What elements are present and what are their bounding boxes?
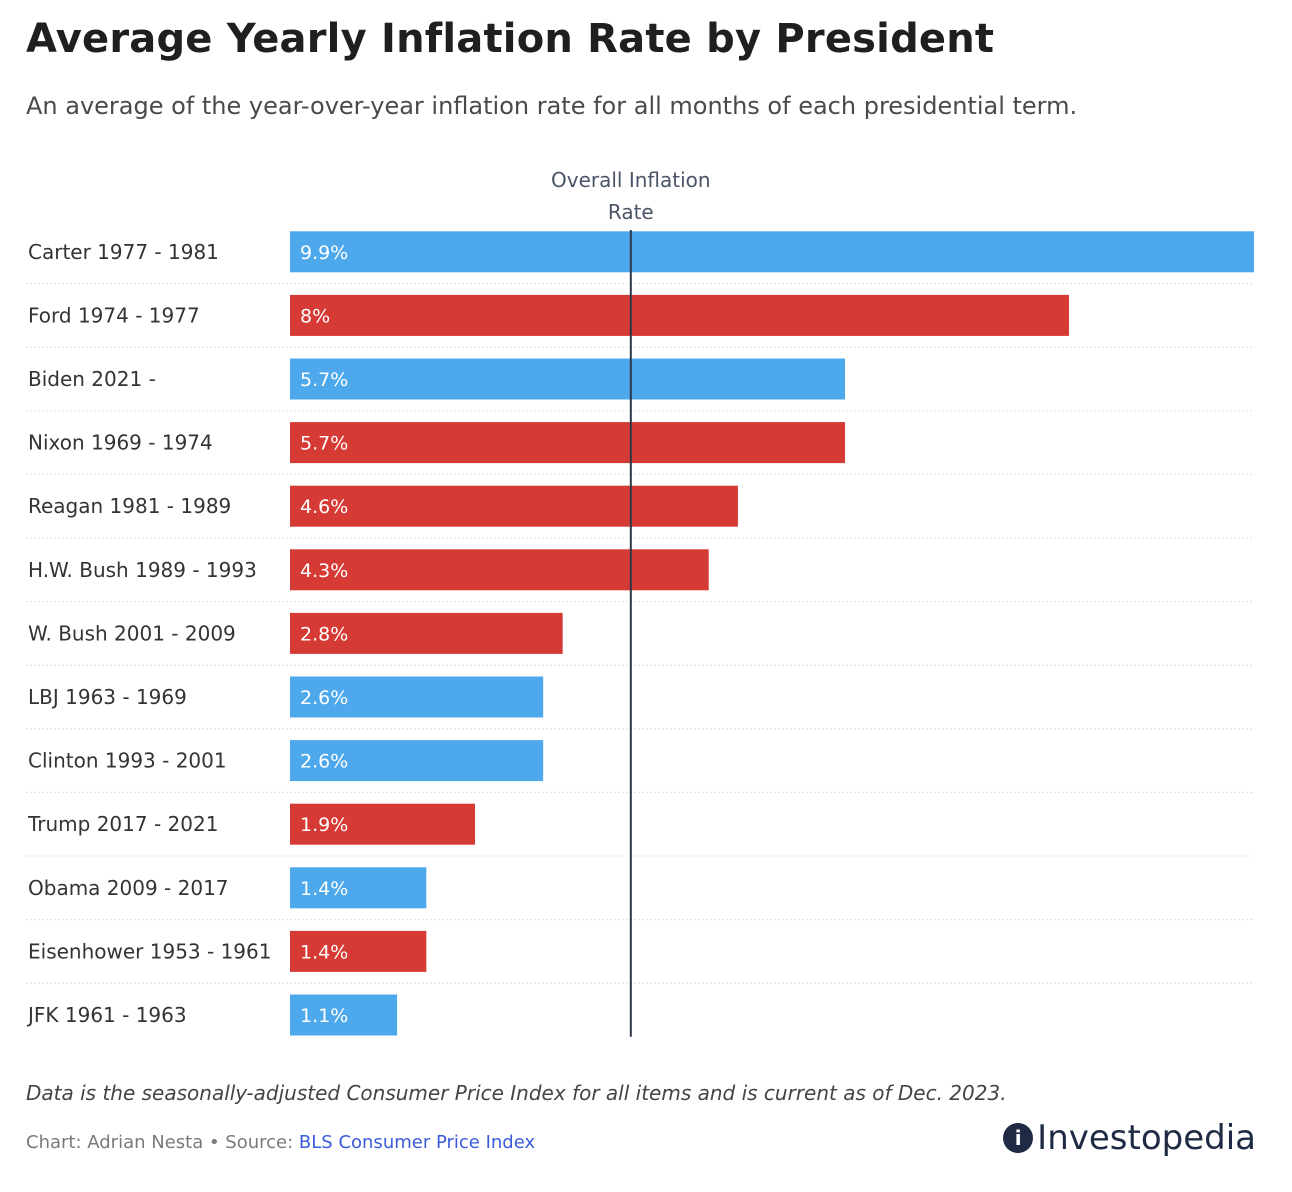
- row-label: Obama 2009 - 2017: [28, 876, 229, 900]
- chart-credit: Chart: Adrian Nesta • Source: BLS Consum…: [26, 1132, 535, 1153]
- bar-value-label: 2.6%: [300, 687, 348, 709]
- bar: [290, 549, 709, 591]
- row-label: H.W. Bush 1989 - 1993: [28, 558, 257, 582]
- bar: [290, 867, 427, 909]
- bar-value-label: 1.9%: [300, 814, 348, 836]
- credit-prefix: Chart: Adrian Nesta • Source:: [26, 1132, 299, 1153]
- bar-value-label: 5.7%: [300, 369, 348, 391]
- bar-value-label: 1.1%: [300, 1005, 348, 1027]
- bar: [290, 612, 563, 654]
- bar-value-label: 1.4%: [300, 878, 348, 900]
- chart-subtitle: An average of the year-over-year inflati…: [26, 92, 1078, 120]
- row-label: Ford 1974 - 1977: [28, 303, 200, 327]
- bar: [290, 994, 398, 1036]
- chart-title: Average Yearly Inflation Rate by Preside…: [26, 16, 995, 62]
- source-link[interactable]: BLS Consumer Price Index: [298, 1132, 536, 1153]
- bar-value-label: 5.7%: [300, 433, 348, 455]
- row-label: Nixon 1969 - 1974: [28, 431, 213, 455]
- bar-value-label: 1.4%: [300, 941, 348, 963]
- bar: [290, 485, 738, 527]
- row-label: Trump 2017 - 2021: [27, 812, 218, 836]
- bar-value-label: 9.9%: [300, 242, 348, 264]
- row-label: Carter 1977 - 1981: [28, 240, 219, 264]
- overall-inflation-label: Overall Inflation: [551, 168, 711, 192]
- bar-value-label: 4.6%: [300, 496, 348, 518]
- overall-inflation-label: Rate: [608, 200, 654, 224]
- row-label: W. Bush 2001 - 2009: [28, 621, 236, 645]
- bar-value-label: 8%: [300, 305, 330, 327]
- investopedia-logo[interactable]: i Investopedia: [1003, 1118, 1256, 1158]
- row-label: LBJ 1963 - 1969: [28, 685, 187, 709]
- bar: [290, 676, 544, 718]
- bar-value-label: 2.6%: [300, 751, 348, 773]
- bar-value-label: 2.8%: [300, 623, 348, 645]
- bar: [290, 740, 544, 782]
- bar: [290, 930, 427, 972]
- bar: [290, 294, 1069, 336]
- row-label: Reagan 1981 - 1989: [28, 494, 231, 518]
- bar-chart: Carter 1977 - 1981 9.9% Ford 1974 - 1977 8%…: [26, 168, 1254, 1037]
- bar: [290, 358, 846, 400]
- bar-value-label: 4.3%: [300, 560, 348, 582]
- row-label: Biden 2021 -: [28, 367, 156, 391]
- investopedia-logo-icon: i: [1003, 1123, 1034, 1153]
- data-note: Data is the seasonally-adjusted Consumer…: [26, 1081, 1007, 1105]
- row-label: Clinton 1993 - 2001: [28, 749, 227, 773]
- logo-text: Investopedia: [1037, 1118, 1256, 1158]
- row-label: Eisenhower 1953 - 1961: [28, 939, 271, 963]
- bar: [290, 803, 476, 845]
- bar: [290, 422, 846, 464]
- row-label: JFK 1961 - 1963: [26, 1003, 187, 1027]
- bar: [290, 231, 1254, 273]
